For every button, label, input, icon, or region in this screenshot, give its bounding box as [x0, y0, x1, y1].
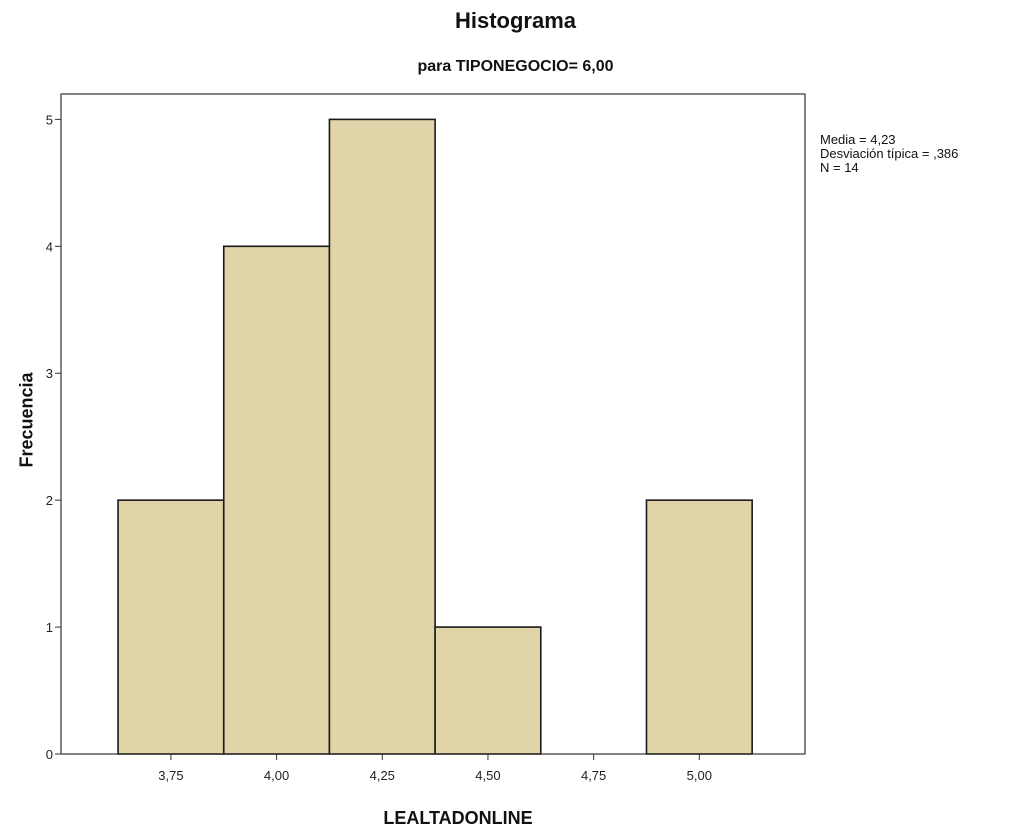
x-tick-label-2: 4,25 — [370, 768, 395, 783]
histogram-bar-2 — [328, 118, 436, 755]
y-tick-label-5: 5 — [46, 112, 53, 127]
y-tick-label-4: 4 — [46, 239, 53, 254]
chart-title: Histograma — [454, 8, 577, 33]
x-axis-label: LEALTADONLINE — [383, 808, 533, 828]
histogram-bar-1 — [222, 245, 331, 755]
histogram-bar-3 — [434, 626, 542, 755]
y-axis-label: Frecuencia — [16, 372, 37, 468]
y-tick-label-3: 3 — [46, 366, 53, 381]
x-tick-label-3: 4,50 — [475, 768, 500, 783]
stats-mean: Media = 4,23 — [820, 132, 896, 147]
x-tick-label-1: 4,00 — [264, 768, 289, 783]
x-tick-label-5: 5,00 — [687, 768, 712, 783]
plot-area-frame — [60, 93, 806, 755]
stats-n: N = 14 — [820, 160, 859, 175]
y-tick-label-1: 1 — [46, 620, 53, 635]
y-tick-label-0: 0 — [46, 747, 53, 762]
x-tick-label-0: 3,75 — [158, 768, 183, 783]
histogram-bar-0 — [117, 499, 225, 755]
stats-std-dev: Desviación típica = ,386 — [820, 146, 959, 161]
chart-subtitle: para TIPONEGOCIO= 6,00 — [417, 58, 614, 75]
histogram-bar-5 — [645, 499, 753, 755]
y-tick-label-2: 2 — [46, 493, 53, 508]
stats-box: Media = 4,23 Desviación típica = ,386 N … — [820, 133, 958, 175]
x-tick-label-4: 4,75 — [581, 768, 606, 783]
